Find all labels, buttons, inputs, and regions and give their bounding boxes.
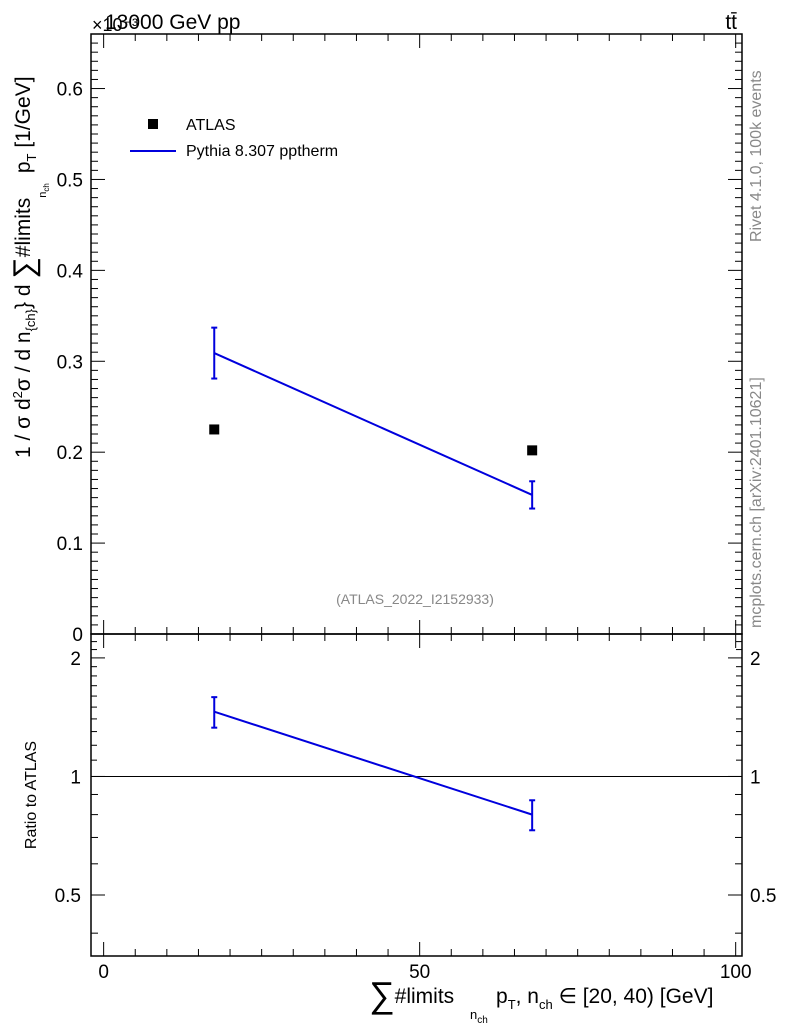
main-y-tick-label: 0.3 (57, 352, 83, 373)
ratio-y-tick-label: 0.5 (55, 886, 81, 907)
x-axis-label: ∑#limitsnchpT, nch ∈ [20, 40) [GeV] (369, 974, 713, 1024)
x-tick-label: 50 (409, 962, 430, 983)
main-y-tick-label: 0.6 (57, 80, 83, 101)
main-y-tick-label: 0.5 (57, 170, 83, 191)
ratio-y-tick-label: 2 (70, 649, 81, 670)
main-y-axis-label: 1 / σ d2σ / d n{ch}} d ∑#limitsnchpT [1/… (8, 76, 51, 458)
ratio-panel-frame (90, 633, 743, 957)
main-y-tick-label: 0.4 (57, 261, 84, 282)
main-y-tick-label: 0.2 (57, 443, 83, 464)
legend: ATLAS Pythia 8.307 pptherm (130, 117, 338, 160)
ratio-y-tick-label-right: 1 (750, 767, 761, 788)
ratio-y-tick-label: 1 (70, 767, 81, 788)
ratio-y-axis-label: Ratio to ATLAS (23, 741, 40, 849)
mc-line (213, 352, 533, 496)
x-tick-label: 100 (720, 962, 752, 983)
ratio-mc-line (213, 710, 533, 816)
analysis-watermark: (ATLAS_2022_I2152933) (336, 591, 494, 607)
main-series-layer (209, 326, 538, 510)
svg-text:1 / σ d2σ / d n{ch}} d ∑#limit: 1 / σ d2σ / d n{ch}} d ∑#limitsnchpT [1/… (8, 76, 51, 458)
main-axis-ticks: 0 0.1 0.2 0.3 0.4 0.5 0.6 (57, 34, 742, 646)
ratio-series-layer (211, 696, 536, 832)
exponent-label: ×10⁻³ (92, 15, 138, 35)
rivet-version-label: Rivet 4.1.0, 100k events (748, 70, 765, 242)
main-y-tick-label: 0.1 (57, 534, 83, 555)
process-label: tt̄ (725, 11, 737, 34)
ratio-y-tick-label-right: 0.5 (750, 886, 776, 907)
ratio-y-tick-label-right: 2 (750, 649, 761, 670)
atlas-data-point (527, 445, 538, 456)
main-y-tick-label: 0 (72, 625, 83, 646)
svg-text:∑#limitsnchpT, nch ∈ [20, 40): ∑#limitsnchpT, nch ∈ [20, 40) [GeV] (369, 974, 713, 1024)
legend-atlas-label: ATLAS (186, 117, 236, 134)
energy-label: 13000 GeV pp (105, 11, 240, 34)
legend-atlas-marker (148, 119, 158, 129)
atlas-data-point (209, 424, 220, 435)
ratio-axis-ticks: 0 50 100 0.5 0.5 1 1 2 2 (55, 634, 776, 983)
mcplots-label: mcplots.cern.ch [arXiv:2401.10621] (748, 377, 765, 628)
x-tick-label: 0 (98, 962, 109, 983)
legend-mc-label: Pythia 8.307 pptherm (186, 143, 338, 160)
